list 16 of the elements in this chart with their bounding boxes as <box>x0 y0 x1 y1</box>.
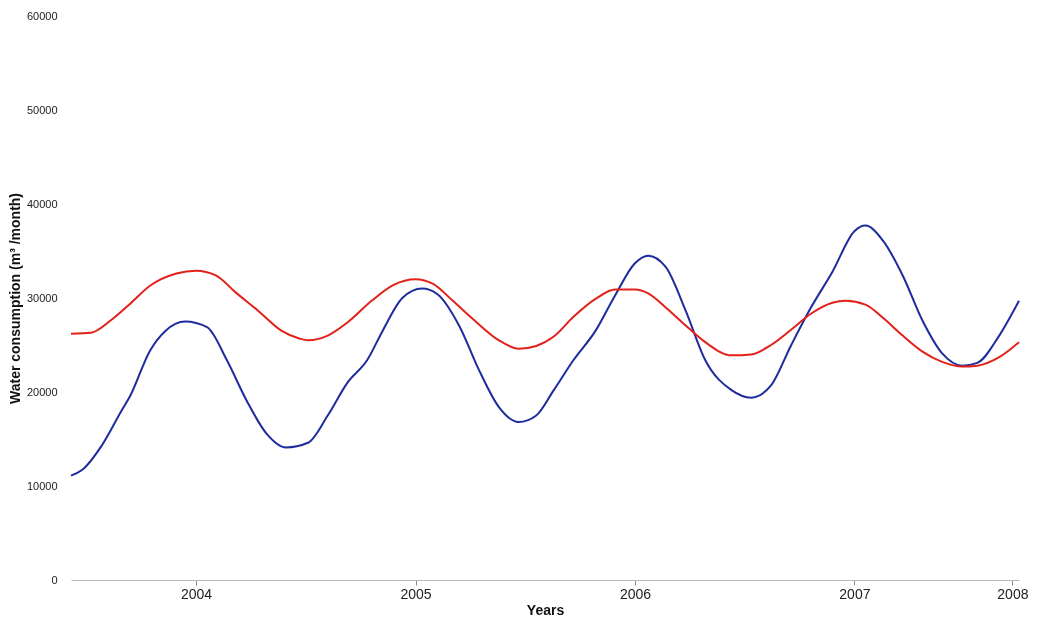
x-tick-label: 2004 <box>181 585 213 602</box>
y-tick-label: 50000 <box>26 103 58 116</box>
x-tick-label: 2007 <box>839 585 871 602</box>
y-axis-title: Water consumption (m³ /month) <box>6 192 23 405</box>
y-tick-label: 20000 <box>26 385 58 398</box>
x-axis-title: Years <box>526 601 565 618</box>
y-tick-label: 30000 <box>26 291 58 304</box>
line-series <box>70 269 1020 368</box>
x-tick-label: 2008 <box>997 585 1029 602</box>
y-tick-label: 10000 <box>26 479 58 492</box>
x-tick-label: 2005 <box>400 585 432 602</box>
line-series <box>70 224 1020 477</box>
x-tick-label: 2006 <box>619 585 652 602</box>
y-tick-label: 40000 <box>26 197 58 210</box>
y-tick-label: 0 <box>51 573 58 586</box>
y-tick-label: 60000 <box>26 9 58 22</box>
